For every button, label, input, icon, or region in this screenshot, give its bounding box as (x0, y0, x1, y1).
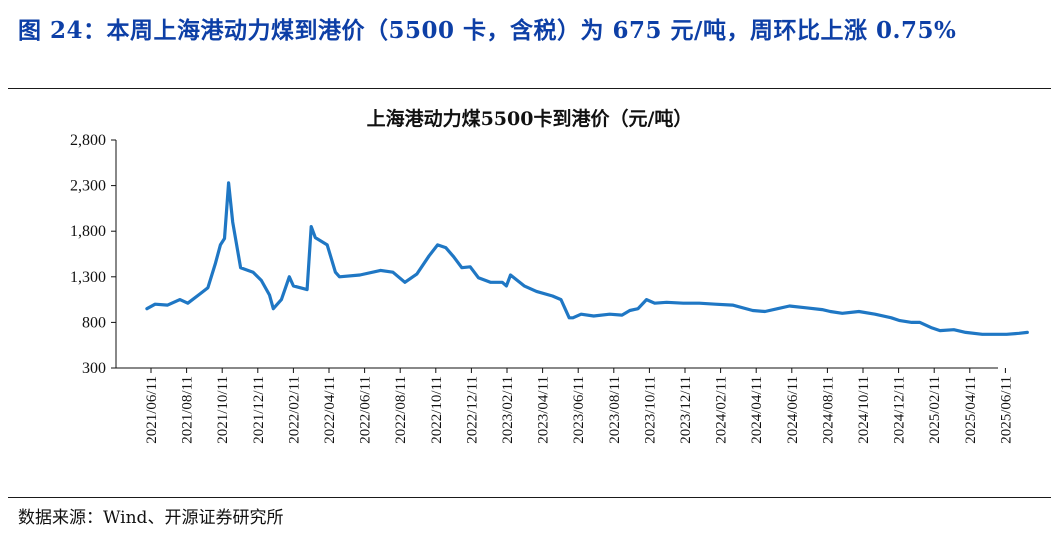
y-tick-label: 300 (82, 360, 106, 377)
x-tick-label: 2022/12/11 (464, 376, 480, 444)
source-note: 数据来源：Wind、开源证券研究所 (18, 508, 284, 528)
figure-title: 图 24：本周上海港动力煤到港价（5500 卡，含税）为 675 元/吨，周环比… (18, 17, 957, 44)
x-tick-label: 2024/10/11 (856, 376, 872, 444)
x-tick-label: 2021/08/11 (180, 376, 196, 444)
x-tick-label: 2021/10/11 (215, 376, 231, 444)
y-tick-label: 1,300 (70, 269, 106, 286)
plot-area (145, 181, 1029, 336)
y-tick-label: 800 (82, 314, 106, 331)
series-line (145, 181, 1029, 336)
x-tick-label: 2022/02/11 (286, 376, 302, 444)
x-tick-label: 2021/06/11 (144, 376, 160, 444)
x-tick-label: 2024/02/11 (714, 376, 730, 444)
top-divider (8, 88, 1051, 89)
x-tick-label: 2025/06/11 (998, 376, 1014, 444)
y-tick-label: 2,300 (70, 178, 106, 195)
bottom-divider (8, 497, 1051, 498)
x-axis: 2021/06/11 2021/08/11 2021/10/11 2021/12/11… (116, 367, 1014, 444)
y-tick-label: 2,800 (70, 132, 106, 149)
chart-title: 上海港动力煤5500卡到港价（元/吨） (366, 108, 693, 130)
x-tick-label: 2022/06/11 (358, 376, 374, 444)
x-tick-label: 2024/12/11 (892, 376, 908, 444)
x-tick-label: 2023/02/11 (500, 376, 516, 444)
x-tick-label: 2024/08/11 (820, 376, 836, 444)
y-axis: 300 800 1,300 1,800 2,300 2,800 (70, 132, 117, 377)
x-tick-label: 2024/06/11 (785, 376, 801, 444)
x-tick-label: 2022/04/11 (322, 376, 338, 444)
x-tick-label: 2023/12/11 (678, 376, 694, 444)
x-tick-label: 2023/04/11 (536, 376, 552, 444)
x-tick-label: 2023/08/11 (607, 376, 623, 444)
x-tick-label: 2022/10/11 (429, 376, 445, 444)
x-tick-label: 2023/10/11 (642, 376, 658, 444)
x-tick-label: 2024/04/11 (749, 376, 765, 444)
x-tick-label: 2023/06/11 (571, 376, 587, 444)
x-tick-label: 2022/08/11 (393, 376, 409, 444)
x-tick-label: 2025/02/11 (927, 376, 943, 444)
y-tick-label: 1,800 (70, 223, 106, 240)
x-tick-label: 2021/12/11 (251, 376, 267, 444)
x-tick-label: 2025/04/11 (963, 376, 979, 444)
